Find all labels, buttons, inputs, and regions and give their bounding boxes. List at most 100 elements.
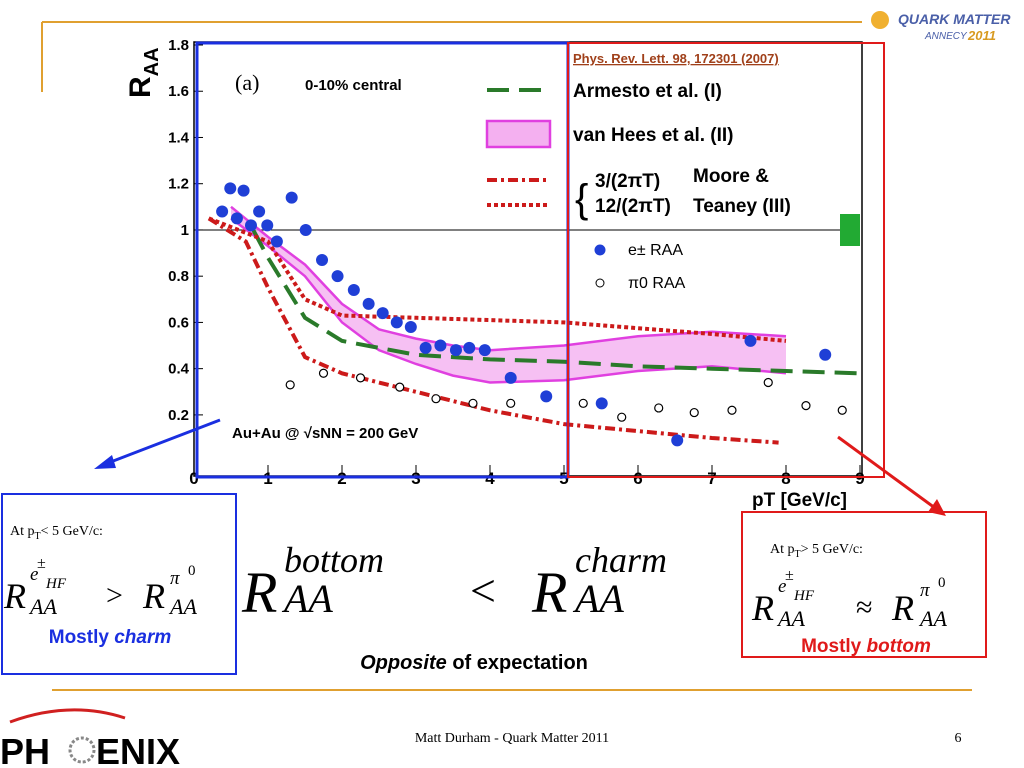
logo-text: ENIX — [96, 731, 180, 768]
condition: At pT> 5 GeV/c: — [770, 542, 863, 560]
symbol: HF — [45, 576, 67, 592]
legend-label: 12/(2πT) — [595, 196, 671, 217]
symbol: R — [241, 560, 277, 625]
point — [419, 341, 432, 354]
point — [578, 398, 588, 408]
symbol: > — [106, 579, 123, 612]
symbol: R — [751, 588, 774, 628]
point — [617, 412, 627, 422]
symbol: < — [470, 565, 496, 616]
point — [801, 401, 811, 411]
symbol: ± — [785, 567, 794, 584]
symbol: AA — [572, 576, 624, 621]
symbol: π — [920, 580, 930, 601]
y-tick-label: 0.8 — [168, 268, 189, 285]
legend-label: e± RAA — [628, 242, 683, 259]
point — [837, 405, 847, 415]
symbol: 0 — [938, 575, 946, 591]
phenix-logo: PH ENIX — [0, 708, 180, 768]
right-note: Mostly bottom — [801, 636, 931, 657]
centrality: 0-10% central — [305, 77, 402, 94]
symbol: bottom — [284, 540, 384, 580]
point — [270, 235, 283, 248]
moore-label: Teaney (III) — [693, 196, 791, 217]
y-tick-label: 0.2 — [168, 407, 189, 424]
point — [318, 368, 329, 378]
point — [763, 377, 773, 388]
symbol: AA — [168, 594, 197, 619]
point — [595, 397, 608, 410]
y-label-sub: AA — [141, 47, 163, 76]
point — [540, 390, 553, 403]
formula-center: R bottom AA < R charm AA — [241, 540, 667, 625]
moore-label: Moore & — [693, 166, 769, 187]
cond-sub: T — [795, 549, 801, 560]
high-pt-box — [567, 42, 885, 478]
page-number: 6 — [955, 731, 962, 746]
x-tick-label: 7 — [707, 469, 716, 488]
chart: 0.20.40.60.811.21.41.61.80 1 2 3 4 5 6 7 8 9e± RA… — [168, 37, 865, 488]
x-tick-label: 8 — [781, 469, 790, 488]
reference: Phys. Rev. Lett. 98, 172301 (2007) — [573, 51, 779, 66]
point — [671, 434, 684, 447]
symbol: R — [142, 576, 165, 616]
brace: { — [575, 177, 588, 221]
logo-title: QUARK MATTER — [898, 11, 1011, 27]
cond-text: > 5 GeV/c: — [801, 542, 863, 557]
point — [468, 398, 478, 408]
point — [404, 321, 417, 334]
point — [261, 219, 274, 232]
cond-sub: T — [35, 531, 41, 542]
legend-swatch — [485, 119, 552, 149]
point — [355, 373, 366, 383]
x-tick-label: 0 — [189, 469, 198, 488]
right-box — [741, 511, 987, 658]
point — [689, 407, 699, 418]
x-tick-label: 6 — [633, 469, 642, 488]
curve — [251, 228, 861, 376]
point — [463, 341, 476, 354]
cond-text: < 5 GeV/c: — [41, 524, 103, 539]
point — [285, 191, 298, 204]
note: Mostly — [801, 636, 866, 657]
footer-text: Matt Durham - Quark Matter 2011 — [415, 731, 609, 746]
point — [299, 223, 312, 236]
logo-sun — [871, 11, 889, 29]
y-tick-label: 1 — [181, 222, 189, 239]
condition: At pT< 5 GeV/c: — [10, 524, 103, 542]
point — [390, 316, 403, 329]
point — [478, 344, 491, 357]
note-em: charm — [114, 627, 171, 648]
symbol: AA — [281, 576, 333, 621]
band — [231, 206, 786, 383]
cond-text: At p — [10, 524, 35, 539]
symbol: ± — [37, 555, 46, 572]
y-label: R — [124, 76, 157, 98]
point — [244, 219, 257, 232]
legend-swatch — [595, 278, 605, 288]
legend-label: Armesto et al. (I) — [573, 81, 722, 102]
arrow-left — [107, 418, 221, 465]
curve — [208, 216, 787, 343]
point — [331, 270, 344, 283]
legend-swatch — [594, 244, 606, 256]
point — [230, 212, 243, 225]
point — [819, 348, 832, 361]
point — [744, 334, 757, 347]
x-axis-label: pT [GeV/c] — [752, 490, 847, 511]
y-tick-label: 0.4 — [168, 361, 190, 378]
left-note: Mostly charm — [49, 627, 172, 648]
point — [376, 307, 389, 320]
formula-left: R e ± HF AA > R π 0 AA — [3, 555, 197, 619]
symbol: ≈ — [856, 591, 872, 624]
logo-arc — [9, 708, 126, 724]
point — [237, 184, 250, 197]
arrow-head — [94, 455, 116, 469]
arrow-head — [928, 499, 946, 516]
note: of expectation — [447, 652, 588, 674]
y-tick-label: 0.6 — [168, 314, 189, 331]
point — [654, 403, 664, 413]
note-em: Opposite — [360, 652, 447, 674]
formula-right: R e ± HF AA ≈ R π 0 AA — [751, 567, 947, 631]
